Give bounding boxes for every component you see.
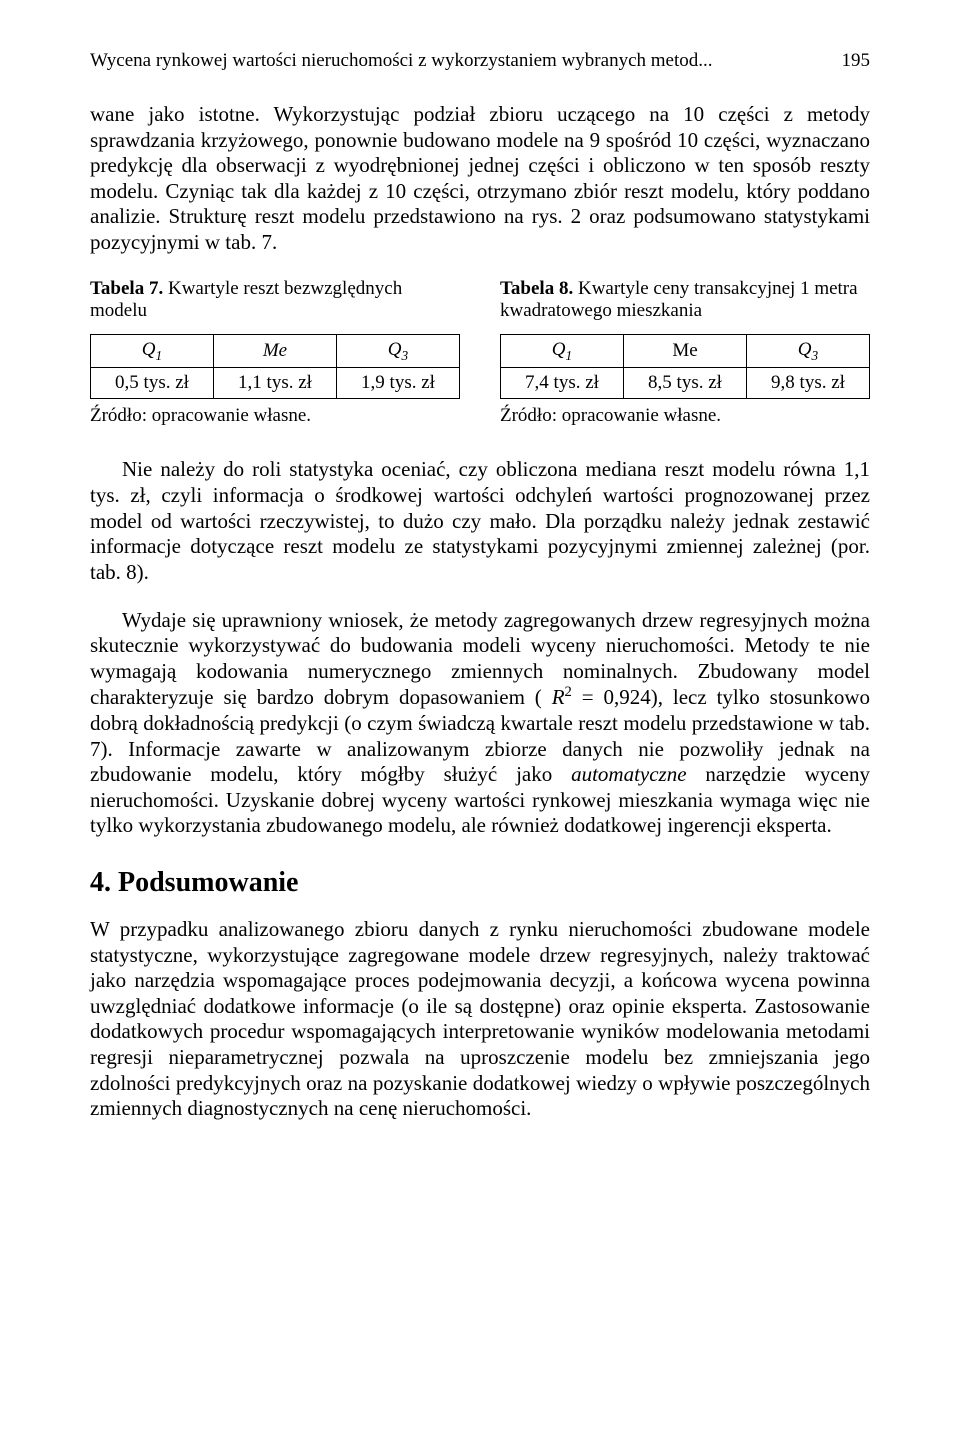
table7-h-me: Me <box>214 334 337 368</box>
section4-para: W przypadku analizowanego zbioru danych … <box>90 917 870 1122</box>
table8-h-q1: Q1 <box>501 334 624 368</box>
table7-q3: 1,9 tys. zł <box>337 368 460 399</box>
table7-caption-prefix: Tabela 7. <box>90 278 163 299</box>
page: Wycena rynkowej wartości nieruchomości z… <box>0 0 960 1445</box>
paragraph-2a: Nie należy do roli statystyka oceniać, c… <box>90 457 870 585</box>
r2-symbol: R <box>552 685 565 709</box>
table8-me: 8,5 tys. zł <box>624 368 747 399</box>
running-title: Wycena rynkowej wartości nieruchomości z… <box>90 50 713 72</box>
auto-word: automatyczne <box>571 762 686 786</box>
table7-h-q3: Q3 <box>337 334 460 368</box>
tables-row: Tabela 7. Kwartyle reszt bezwzględnych m… <box>90 278 870 450</box>
table7: Q1 Me Q3 0,5 tys. zł 1,1 tys. zł 1,9 tys… <box>90 334 460 400</box>
table-row: Q1 Me Q3 <box>91 334 460 368</box>
r2-sup: 2 <box>565 684 572 700</box>
paragraph-2b: Wydaje się uprawniony wniosek, że metody… <box>90 608 870 839</box>
table8-caption-prefix: Tabela 8. <box>500 278 573 299</box>
table7-block: Tabela 7. Kwartyle reszt bezwzględnych m… <box>90 278 460 450</box>
table8: Q1 Me Q3 7,4 tys. zł 8,5 tys. zł 9,8 tys… <box>500 334 870 400</box>
paragraph-continuation: wane jako istotne. Wykorzystując podział… <box>90 102 870 256</box>
table7-me: 1,1 tys. zł <box>214 368 337 399</box>
table7-caption: Tabela 7. Kwartyle reszt bezwzględnych m… <box>90 278 460 324</box>
table8-h-q3: Q3 <box>747 334 870 368</box>
table-row: 0,5 tys. zł 1,1 tys. zł 1,9 tys. zł <box>91 368 460 399</box>
page-number: 195 <box>842 50 871 72</box>
running-head: Wycena rynkowej wartości nieruchomości z… <box>90 50 870 72</box>
section-heading-4: 4. Podsumowanie <box>90 867 870 899</box>
table8-source: Źródło: opracowanie własne. <box>500 405 870 427</box>
table-row: 7,4 tys. zł 8,5 tys. zł 9,8 tys. zł <box>501 368 870 399</box>
table7-h-q1: Q1 <box>91 334 214 368</box>
table8-q3: 9,8 tys. zł <box>747 368 870 399</box>
table8-caption: Tabela 8. Kwartyle ceny transakcyjnej 1 … <box>500 278 870 324</box>
table8-h-me: Me <box>624 334 747 368</box>
table-row: Q1 Me Q3 <box>501 334 870 368</box>
table7-q1: 0,5 tys. zł <box>91 368 214 399</box>
table7-source: Źródło: opracowanie własne. <box>90 405 460 427</box>
table8-block: Tabela 8. Kwartyle ceny transakcyjnej 1 … <box>500 278 870 450</box>
table8-q1: 7,4 tys. zł <box>501 368 624 399</box>
